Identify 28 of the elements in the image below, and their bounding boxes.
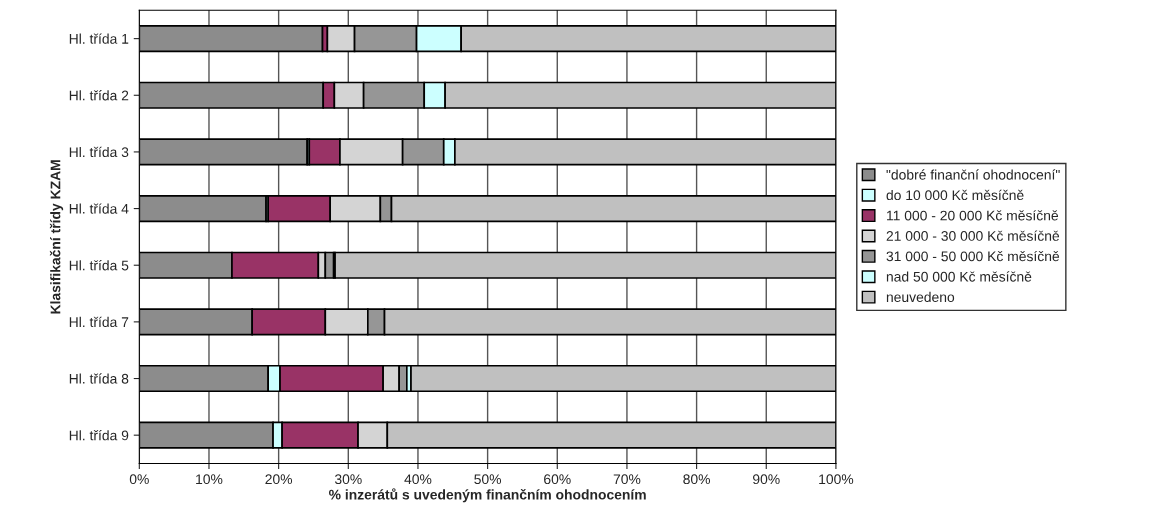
x-tick-label: 100% <box>819 474 854 485</box>
x-tick-label: 60% <box>544 474 571 485</box>
y-tick-label: Hl. třída 1 <box>69 33 129 44</box>
x-tick-label: 70% <box>613 474 641 485</box>
y-tick-label: Hl. třída 4 <box>69 203 129 214</box>
x-tick-label: 90% <box>753 474 780 485</box>
legend-label: "dobré finanční ohodnocení" <box>886 169 1060 180</box>
x-tick-label: 10% <box>196 474 223 485</box>
legend-label: 21 000 - 30 000 Kč měsíčně <box>886 230 1060 241</box>
y-axis-title: Klasifikační třídy KZAM <box>49 160 64 314</box>
x-tick-label: 30% <box>334 474 362 485</box>
x-tick-label: 20% <box>265 474 293 485</box>
legend-label: 11 000 - 20 000 Kč měsíčně <box>887 210 1059 221</box>
x-tick-label: 80% <box>683 474 711 485</box>
legend-label: neuvedeno <box>886 291 955 303</box>
y-tick-label: Hl. třída 3 <box>69 146 129 158</box>
y-tick-label: Hl. třída 2 <box>69 90 129 101</box>
legend-label: 31 000 - 50 000 Kč měsíčně <box>886 250 1060 262</box>
y-tick-label: Hl. třída 9 <box>69 429 129 441</box>
legend-label: do 10 000 Kč měsíčně <box>886 189 1024 201</box>
x-axis-title: % inzerátů s uvedeným finančním ohodnocením <box>329 488 646 503</box>
x-tick-label: 50% <box>474 474 502 485</box>
x-tick-label: 40% <box>404 474 432 485</box>
legend-label: nad 50 000 Kč měsíčně <box>886 271 1032 282</box>
y-tick-label: Hl. třída 7 <box>69 316 129 328</box>
y-tick-label: Hl. třída 5 <box>69 260 129 271</box>
y-tick-label: Hl. třída 8 <box>69 373 129 384</box>
x-tick-label: 0% <box>129 474 149 485</box>
